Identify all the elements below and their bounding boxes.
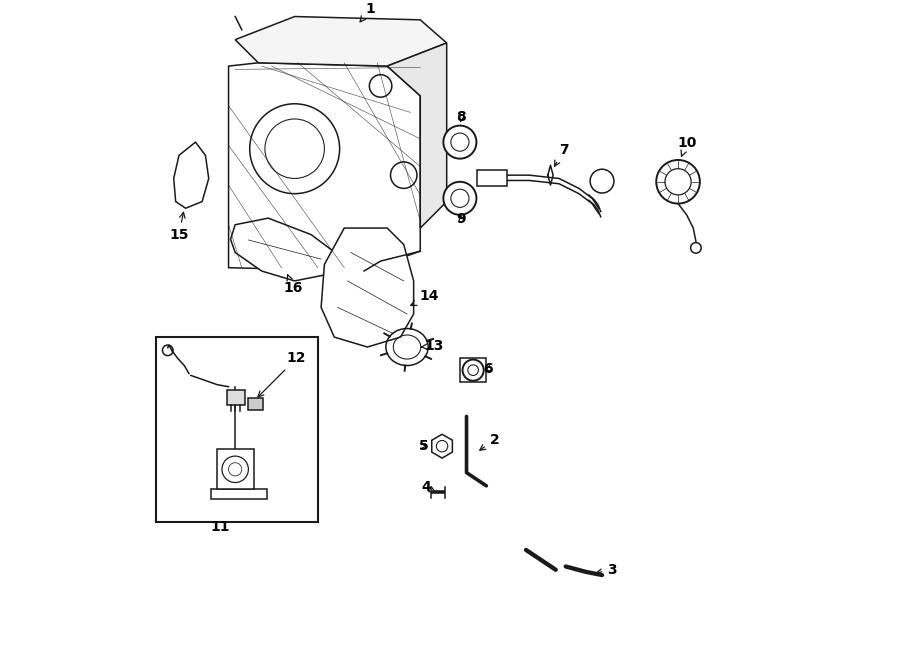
Text: 11: 11 (211, 520, 230, 535)
Circle shape (444, 126, 476, 159)
Text: 15: 15 (169, 212, 189, 242)
Polygon shape (230, 218, 338, 281)
Text: 9: 9 (456, 212, 466, 227)
Polygon shape (432, 434, 453, 458)
Text: 1: 1 (360, 1, 375, 22)
Text: 13: 13 (421, 339, 444, 354)
Text: 10: 10 (677, 136, 697, 156)
Text: 3: 3 (596, 563, 617, 577)
Bar (460, 358, 486, 382)
Bar (156, 337, 318, 522)
Text: 16: 16 (283, 275, 302, 295)
Bar (248, 398, 263, 410)
Text: 6: 6 (483, 362, 493, 376)
Text: 5: 5 (418, 439, 428, 453)
Bar (217, 449, 254, 489)
Bar (227, 390, 245, 405)
Polygon shape (387, 43, 446, 228)
Circle shape (463, 360, 483, 381)
Polygon shape (235, 17, 446, 66)
Circle shape (444, 182, 476, 215)
Polygon shape (229, 63, 420, 271)
Polygon shape (321, 228, 414, 347)
Bar (211, 489, 267, 499)
Text: 7: 7 (554, 143, 569, 166)
Circle shape (656, 160, 700, 204)
Text: 4: 4 (421, 480, 435, 494)
Text: 12: 12 (258, 351, 306, 397)
Text: 14: 14 (410, 289, 438, 305)
Text: 2: 2 (480, 432, 500, 450)
Text: 8: 8 (456, 110, 466, 124)
Polygon shape (174, 142, 209, 208)
Bar (477, 170, 507, 186)
